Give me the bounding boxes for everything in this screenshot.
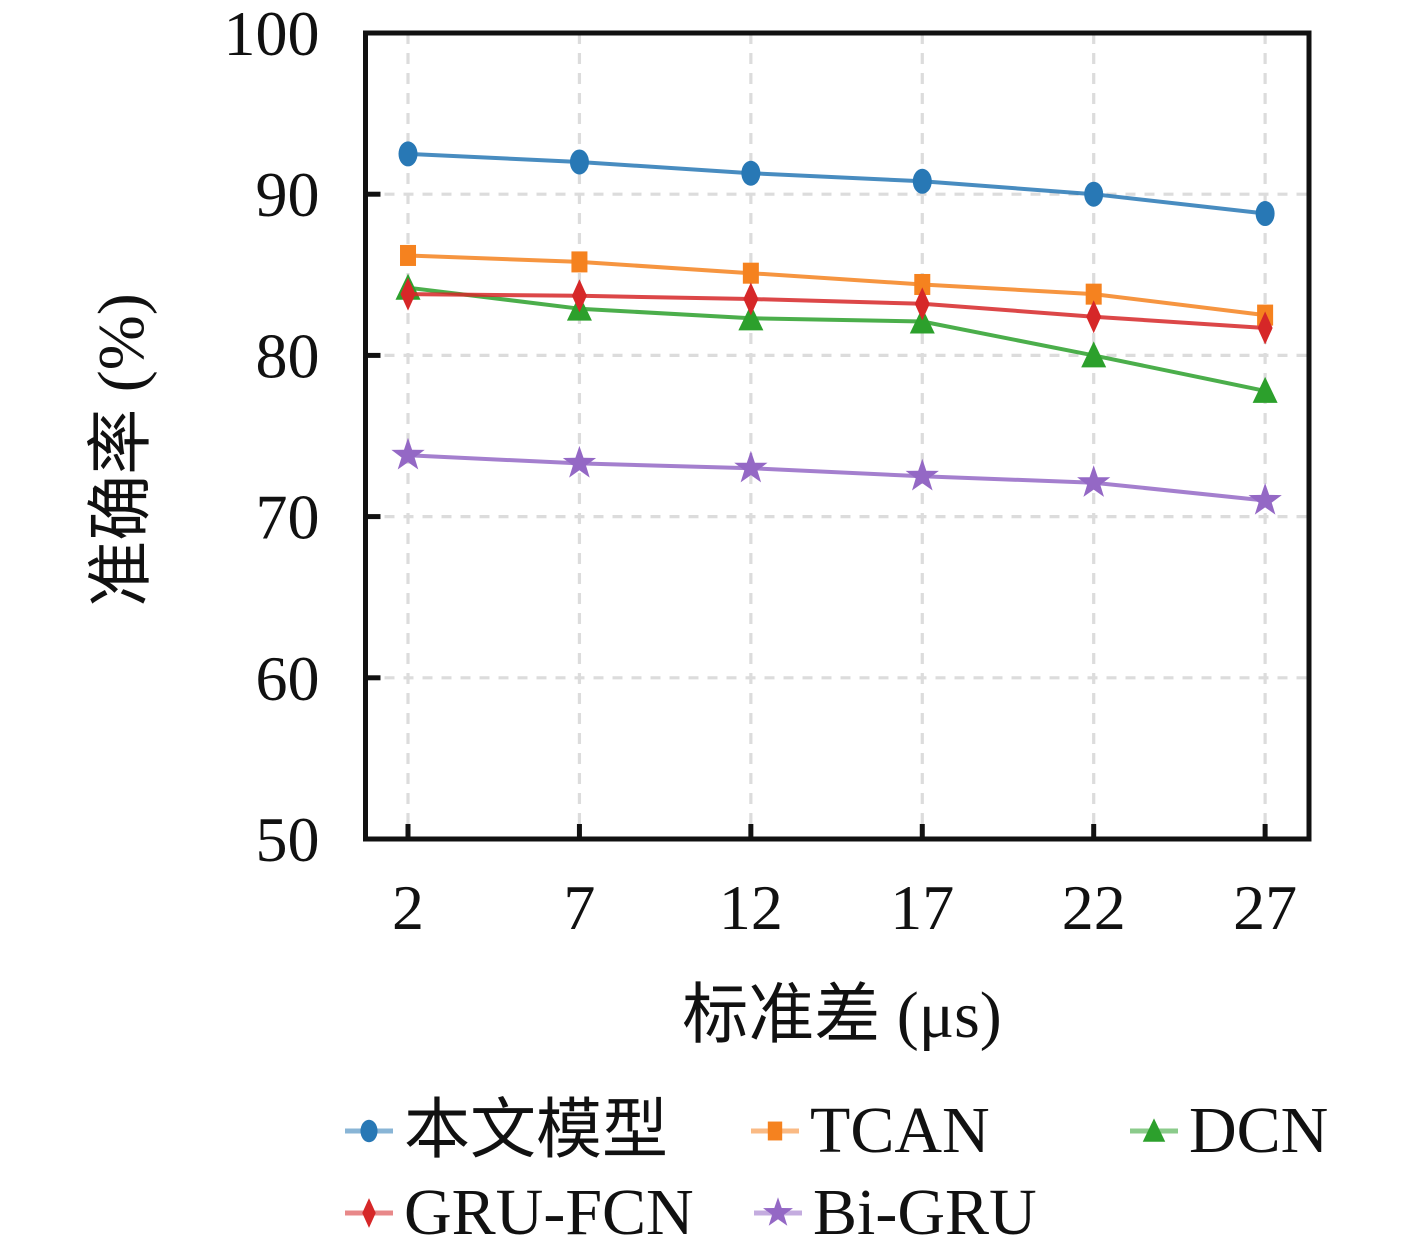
x-axis-title: 标准差 (μs) [682,979,1002,1052]
x-tick-label-27: 27 [1233,872,1297,943]
y-tick-label-60: 60 [256,643,320,714]
legend-item-dcn: DCN [1129,1094,1328,1168]
star-marker-bi-gru [562,445,597,478]
series-line-dcn [407,285,1266,393]
triangle-marker-dcn [909,307,935,334]
circle-marker-proposed-model [912,168,932,194]
y-tick-label-90: 90 [256,159,320,230]
x-tick-label-12: 12 [719,872,783,943]
series-line-bi-gru [407,453,1266,503]
circle-marker-proposed-model [1084,181,1104,207]
series-line-proposed-model [407,151,1266,216]
y-tick-label-80: 80 [256,320,320,391]
star-marker-icon [753,1183,803,1243]
legend-item-bi-gru: Bi-GRU [753,1176,1037,1250]
diamond-marker-gru-fcn [1086,300,1102,334]
legend-marker-bi-gru [763,1197,793,1226]
star-marker-bi-gru [391,437,425,470]
legend-sample-tcan [751,1121,799,1141]
circle-marker-proposed-model [741,160,761,186]
legend-label-gru-fcn: GRU-FCN [404,1176,694,1249]
series-line-tcan [407,253,1266,318]
y-tick-label-100: 100 [224,0,320,69]
legend-label-bi-gru: Bi-GRU [813,1176,1037,1249]
legend-marker-proposed-model [360,1119,378,1143]
triangle-marker-dcn [738,304,764,331]
circle-marker-icon [344,1101,394,1161]
square-marker-tcan [400,244,417,266]
star-marker-bi-gru [1248,483,1282,515]
legend-label-proposed-model: 本文模型 [404,1094,668,1167]
series-line-gru-fcn [407,292,1266,330]
x-tick-label-7: 7 [563,872,595,943]
triangle-marker-icon [1129,1101,1179,1161]
y-tick-label-70: 70 [256,482,320,553]
y-tick-label-50: 50 [256,804,320,875]
legend-sample-dcn [1130,1118,1178,1142]
triangle-marker-dcn [1081,341,1107,368]
legend-marker-tcan [767,1121,783,1141]
legend-label-tcan: TCAN [810,1094,990,1167]
legend-sample-bi-gru [754,1197,802,1226]
square-marker-tcan [914,273,931,295]
star-marker-bi-gru [905,458,939,491]
circle-marker-proposed-model [569,149,589,175]
y-axis-title: 准确率 (%) [85,293,158,607]
x-tick-label-22: 22 [1062,872,1126,943]
legend-sample-proposed-model [345,1119,393,1143]
series-tcan [400,244,1274,326]
legend-sample-gru-fcn [345,1198,393,1228]
legend-marker-gru-fcn [362,1198,376,1228]
legend-item-proposed-model: 本文模型 [344,1094,668,1168]
legend-item-tcan: TCAN [750,1094,990,1168]
diamond-marker-gru-fcn [743,282,759,316]
legend-label-dcn: DCN [1189,1094,1329,1167]
legend-item-gru-fcn: GRU-FCN [344,1176,694,1250]
square-marker-tcan [571,251,588,273]
series-gru-fcn [400,277,1273,345]
series-bi-gru [391,437,1282,515]
diamond-marker-gru-fcn [400,277,416,311]
diamond-marker-gru-fcn [914,287,930,321]
diamond-marker-gru-fcn [1257,311,1273,345]
square-marker-tcan [1085,283,1102,305]
star-marker-bi-gru [734,450,768,483]
triangle-marker-dcn [1252,376,1278,403]
circle-marker-proposed-model [1255,201,1275,227]
plot-border [363,30,1312,842]
legend-marker-dcn [1142,1118,1166,1142]
x-tick-label-17: 17 [890,872,954,943]
circle-marker-proposed-model [398,141,418,167]
star-marker-bi-gru [1077,465,1111,497]
square-marker-tcan [742,262,759,284]
diamond-marker-icon [344,1183,394,1243]
diamond-marker-gru-fcn [571,279,587,313]
x-tick-label-2: 2 [392,872,424,943]
series-proposed-model [398,141,1275,227]
square-marker-icon [750,1101,800,1161]
